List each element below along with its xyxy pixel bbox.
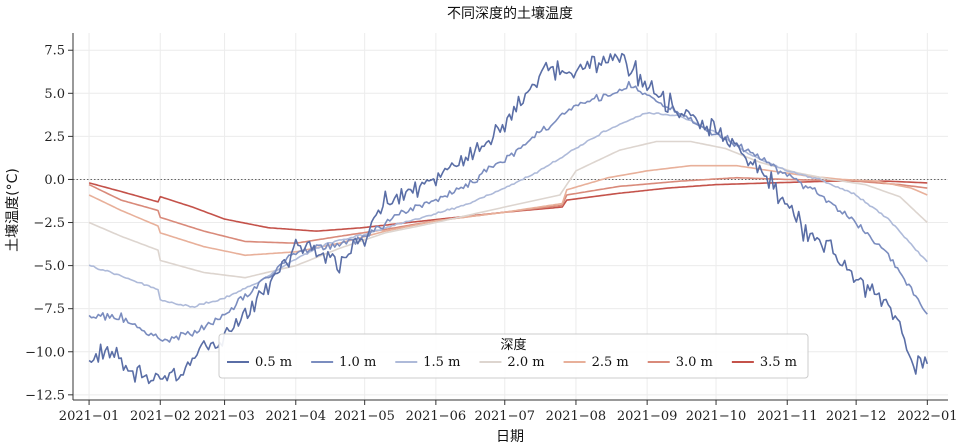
legend-label: 1.0 m [339, 355, 376, 370]
x-tick-label: 2021−05 [334, 409, 395, 424]
x-axis-ticks: 2021−01 2021−02 2021−03 2021−04 2021−05 2021−… [59, 400, 958, 424]
y-tick-label: −5.0 [33, 259, 65, 274]
legend-label: 2.0 m [507, 355, 544, 370]
axes [72, 33, 948, 401]
x-tick-label: 2021−11 [757, 409, 818, 424]
legend-label: 3.5 m [760, 355, 797, 370]
legend-box [218, 333, 809, 379]
y-axis-label: 土壤温度(°C) [4, 168, 21, 252]
x-tick-label: 2021−08 [546, 409, 607, 424]
series-lines [88, 52, 929, 385]
x-tick-label: 2021−10 [686, 409, 747, 424]
y-tick-label: −7.5 [33, 302, 65, 317]
y-tick-label: 0.0 [44, 173, 65, 188]
series-line-1-5-mm [88, 111, 928, 309]
series-line-1-0-mm [88, 80, 928, 343]
x-tick-label: 2021−07 [474, 409, 535, 424]
legend-title: 深度 [500, 337, 526, 353]
legend-label: 3.0 m [676, 355, 713, 370]
x-tick-label: 2021−04 [266, 409, 327, 424]
x-tick-label: 2021−03 [194, 409, 255, 424]
series-line-0-5-mm [88, 52, 929, 385]
series-line-2-5-mm [88, 164, 928, 257]
x-tick-label: 2021−01 [59, 409, 120, 424]
y-tick-label: 2.5 [44, 130, 65, 145]
x-tick-label: 2021−12 [826, 409, 887, 424]
legend-items: 0.5 m 1.0 m 1.5 m 2.0 m 2.5 m 3.0 m 3.5 m [227, 355, 797, 370]
x-tick-label: 2021−02 [130, 409, 191, 424]
x-tick-label: 2022−01 [897, 409, 958, 424]
y-tick-label: −10.0 [25, 345, 65, 360]
x-tick-label: 2021−09 [617, 409, 678, 424]
legend-label: 2.5 m [592, 355, 629, 370]
legend-label: 0.5 m [255, 355, 292, 370]
y-tick-label: 7.5 [44, 44, 65, 59]
chart-title: 不同深度的土壤温度 [447, 5, 573, 22]
legend: 深度 0.5 m 1.0 m 1.5 m 2.0 m 2.5 m 3.0 m 3.5 m [218, 333, 809, 379]
y-tick-label: 5.0 [44, 87, 65, 102]
y-axis-ticks: 7.5 5.0 2.5 0.0 −2.5 −5.0 −7.5 −10.0 −12.5 [25, 44, 73, 403]
legend-label: 1.5 m [423, 355, 460, 370]
x-tick-label: 2021−06 [406, 409, 467, 424]
x-axis-label: 日期 [496, 429, 524, 445]
y-tick-label: −2.5 [33, 216, 65, 231]
y-tick-label: −12.5 [25, 388, 65, 403]
series-line-2-0-mm [88, 140, 928, 279]
